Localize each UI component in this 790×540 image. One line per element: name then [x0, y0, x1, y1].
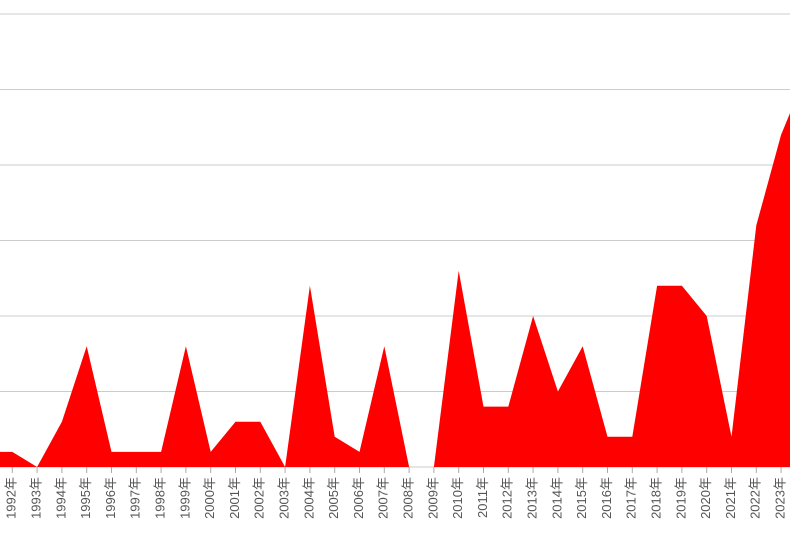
x-tick-label: 1995年 — [78, 477, 93, 519]
x-tick-label: 2013年 — [525, 477, 540, 519]
x-tick-label: 2008年 — [401, 477, 416, 519]
x-tick-label: 2016年 — [599, 477, 614, 519]
x-tick-label: 2004年 — [301, 477, 316, 519]
x-tick-label: 1992年 — [4, 477, 19, 519]
x-tick-label: 1993年 — [29, 477, 44, 519]
x-tick-label: 2005年 — [326, 477, 341, 519]
x-tick-label: 2020年 — [698, 477, 713, 519]
x-tick-label: 2019年 — [673, 477, 688, 519]
x-tick-label: 2000年 — [202, 477, 217, 519]
x-tick-label: 2021年 — [723, 477, 738, 519]
x-tick-label: 1997年 — [128, 477, 143, 519]
x-tick-label: 2010年 — [450, 477, 465, 519]
x-tick-label: 2014年 — [549, 477, 564, 519]
x-tick-label: 2011年 — [475, 477, 490, 518]
x-tick-label: 1998年 — [153, 477, 168, 519]
x-tick-label: 2022年 — [748, 477, 763, 519]
x-tick-label: 2003年 — [277, 477, 292, 519]
x-tick-label: 2017年 — [624, 477, 639, 519]
x-tick-label: 2007年 — [376, 477, 391, 519]
x-tick-label: 2006年 — [351, 477, 366, 519]
x-tick-label: 2009年 — [425, 477, 440, 519]
x-tick-label: 1996年 — [103, 477, 118, 519]
x-tick-label: 2015年 — [574, 477, 589, 519]
x-tick-label: 2002年 — [252, 477, 267, 519]
x-tick-label: 1999年 — [177, 477, 192, 519]
x-tick-label: 2023年 — [773, 477, 788, 519]
area — [0, 113, 790, 467]
x-tick-label: 2018年 — [649, 477, 664, 519]
x-tick-label: 2001年 — [227, 477, 242, 519]
x-tick-label: 2012年 — [500, 477, 515, 519]
x-tick-label: 1994年 — [53, 477, 68, 519]
